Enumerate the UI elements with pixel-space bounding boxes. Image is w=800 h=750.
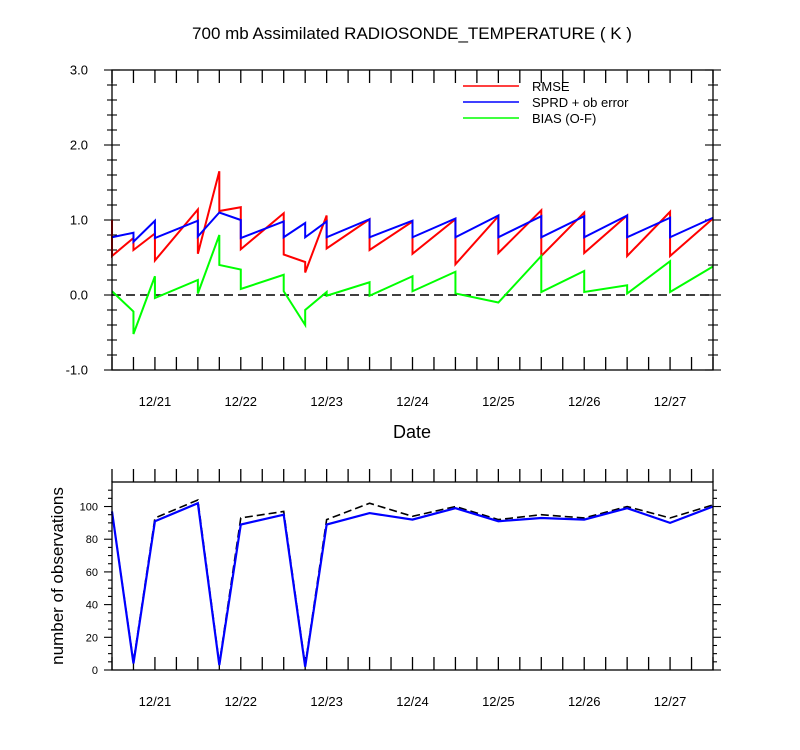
top-x-tick-label: 12/24 <box>396 394 429 409</box>
bottom-y-tick-label: 20 <box>86 632 98 644</box>
bottom-y-tick-label: 0 <box>92 665 98 677</box>
top-x-tick-label: 12/26 <box>568 394 601 409</box>
bottom-plot-frame <box>111 481 714 671</box>
legend-label-rmse: RMSE <box>532 79 570 94</box>
bottom-y-tick-labels: 0 20 40 60 80 100 <box>80 502 98 677</box>
legend-label-sprd: SPRD + ob error <box>532 95 629 110</box>
top-series-layer <box>111 170 714 335</box>
bottom-x-tick-label: 12/25 <box>482 694 515 709</box>
top-x-tick-label: 12/22 <box>225 394 258 409</box>
bottom-x-tick-label: 12/21 <box>139 694 172 709</box>
bottom-x-tick-labels: 12/21 12/22 12/23 12/24 12/25 12/26 12/27 <box>139 694 687 709</box>
bottom-y-tick-label: 40 <box>86 600 98 612</box>
bottom-x-tick-label: 12/26 <box>568 694 601 709</box>
bias-series-line <box>111 234 714 335</box>
top-y-tick-label: 3.0 <box>70 63 88 78</box>
top-x-tick-labels: 12/21 12/22 12/23 12/24 12/25 12/26 12/27 <box>139 394 687 409</box>
top-plot-frame <box>111 69 714 371</box>
legend: RMSE SPRD + ob error BIAS (O-F) <box>463 79 629 126</box>
chart-title: 700 mb Assimilated RADIOSONDE_TEMPERATUR… <box>192 24 632 43</box>
top-y-tick-label: 1.0 <box>70 213 88 228</box>
bottom-y-tick-label: 80 <box>86 534 98 546</box>
top-y-tick-label: 2.0 <box>70 138 88 153</box>
bottom-y-tick-label: 100 <box>80 502 98 514</box>
x-axis-label: Date <box>393 422 431 442</box>
top-y-tick-labels: -1.0 0.0 1.0 2.0 3.0 <box>66 63 88 378</box>
top-y-tick-label: 0.0 <box>70 288 88 303</box>
bottom-y-tick-label: 60 <box>86 567 98 579</box>
possible-observations-line <box>111 498 714 666</box>
bottom-x-tick-label: 12/24 <box>396 694 429 709</box>
used-observations-line <box>110 501 714 667</box>
top-x-tick-label: 12/25 <box>482 394 515 409</box>
bottom-x-tick-label: 12/23 <box>310 694 343 709</box>
bottom-x-tick-label: 12/22 <box>225 694 258 709</box>
top-x-tick-label: 12/27 <box>654 394 687 409</box>
bottom-x-tick-label: 12/27 <box>654 694 687 709</box>
sprd-series-line <box>111 211 714 245</box>
top-x-tick-label: 12/23 <box>310 394 343 409</box>
legend-label-bias: BIAS (O-F) <box>532 111 596 126</box>
top-x-tick-label: 12/21 <box>139 394 172 409</box>
y-axis-label-observations: number of observations <box>48 487 67 665</box>
top-y-tick-label: -1.0 <box>66 363 88 378</box>
bottom-series-layer <box>110 498 714 667</box>
